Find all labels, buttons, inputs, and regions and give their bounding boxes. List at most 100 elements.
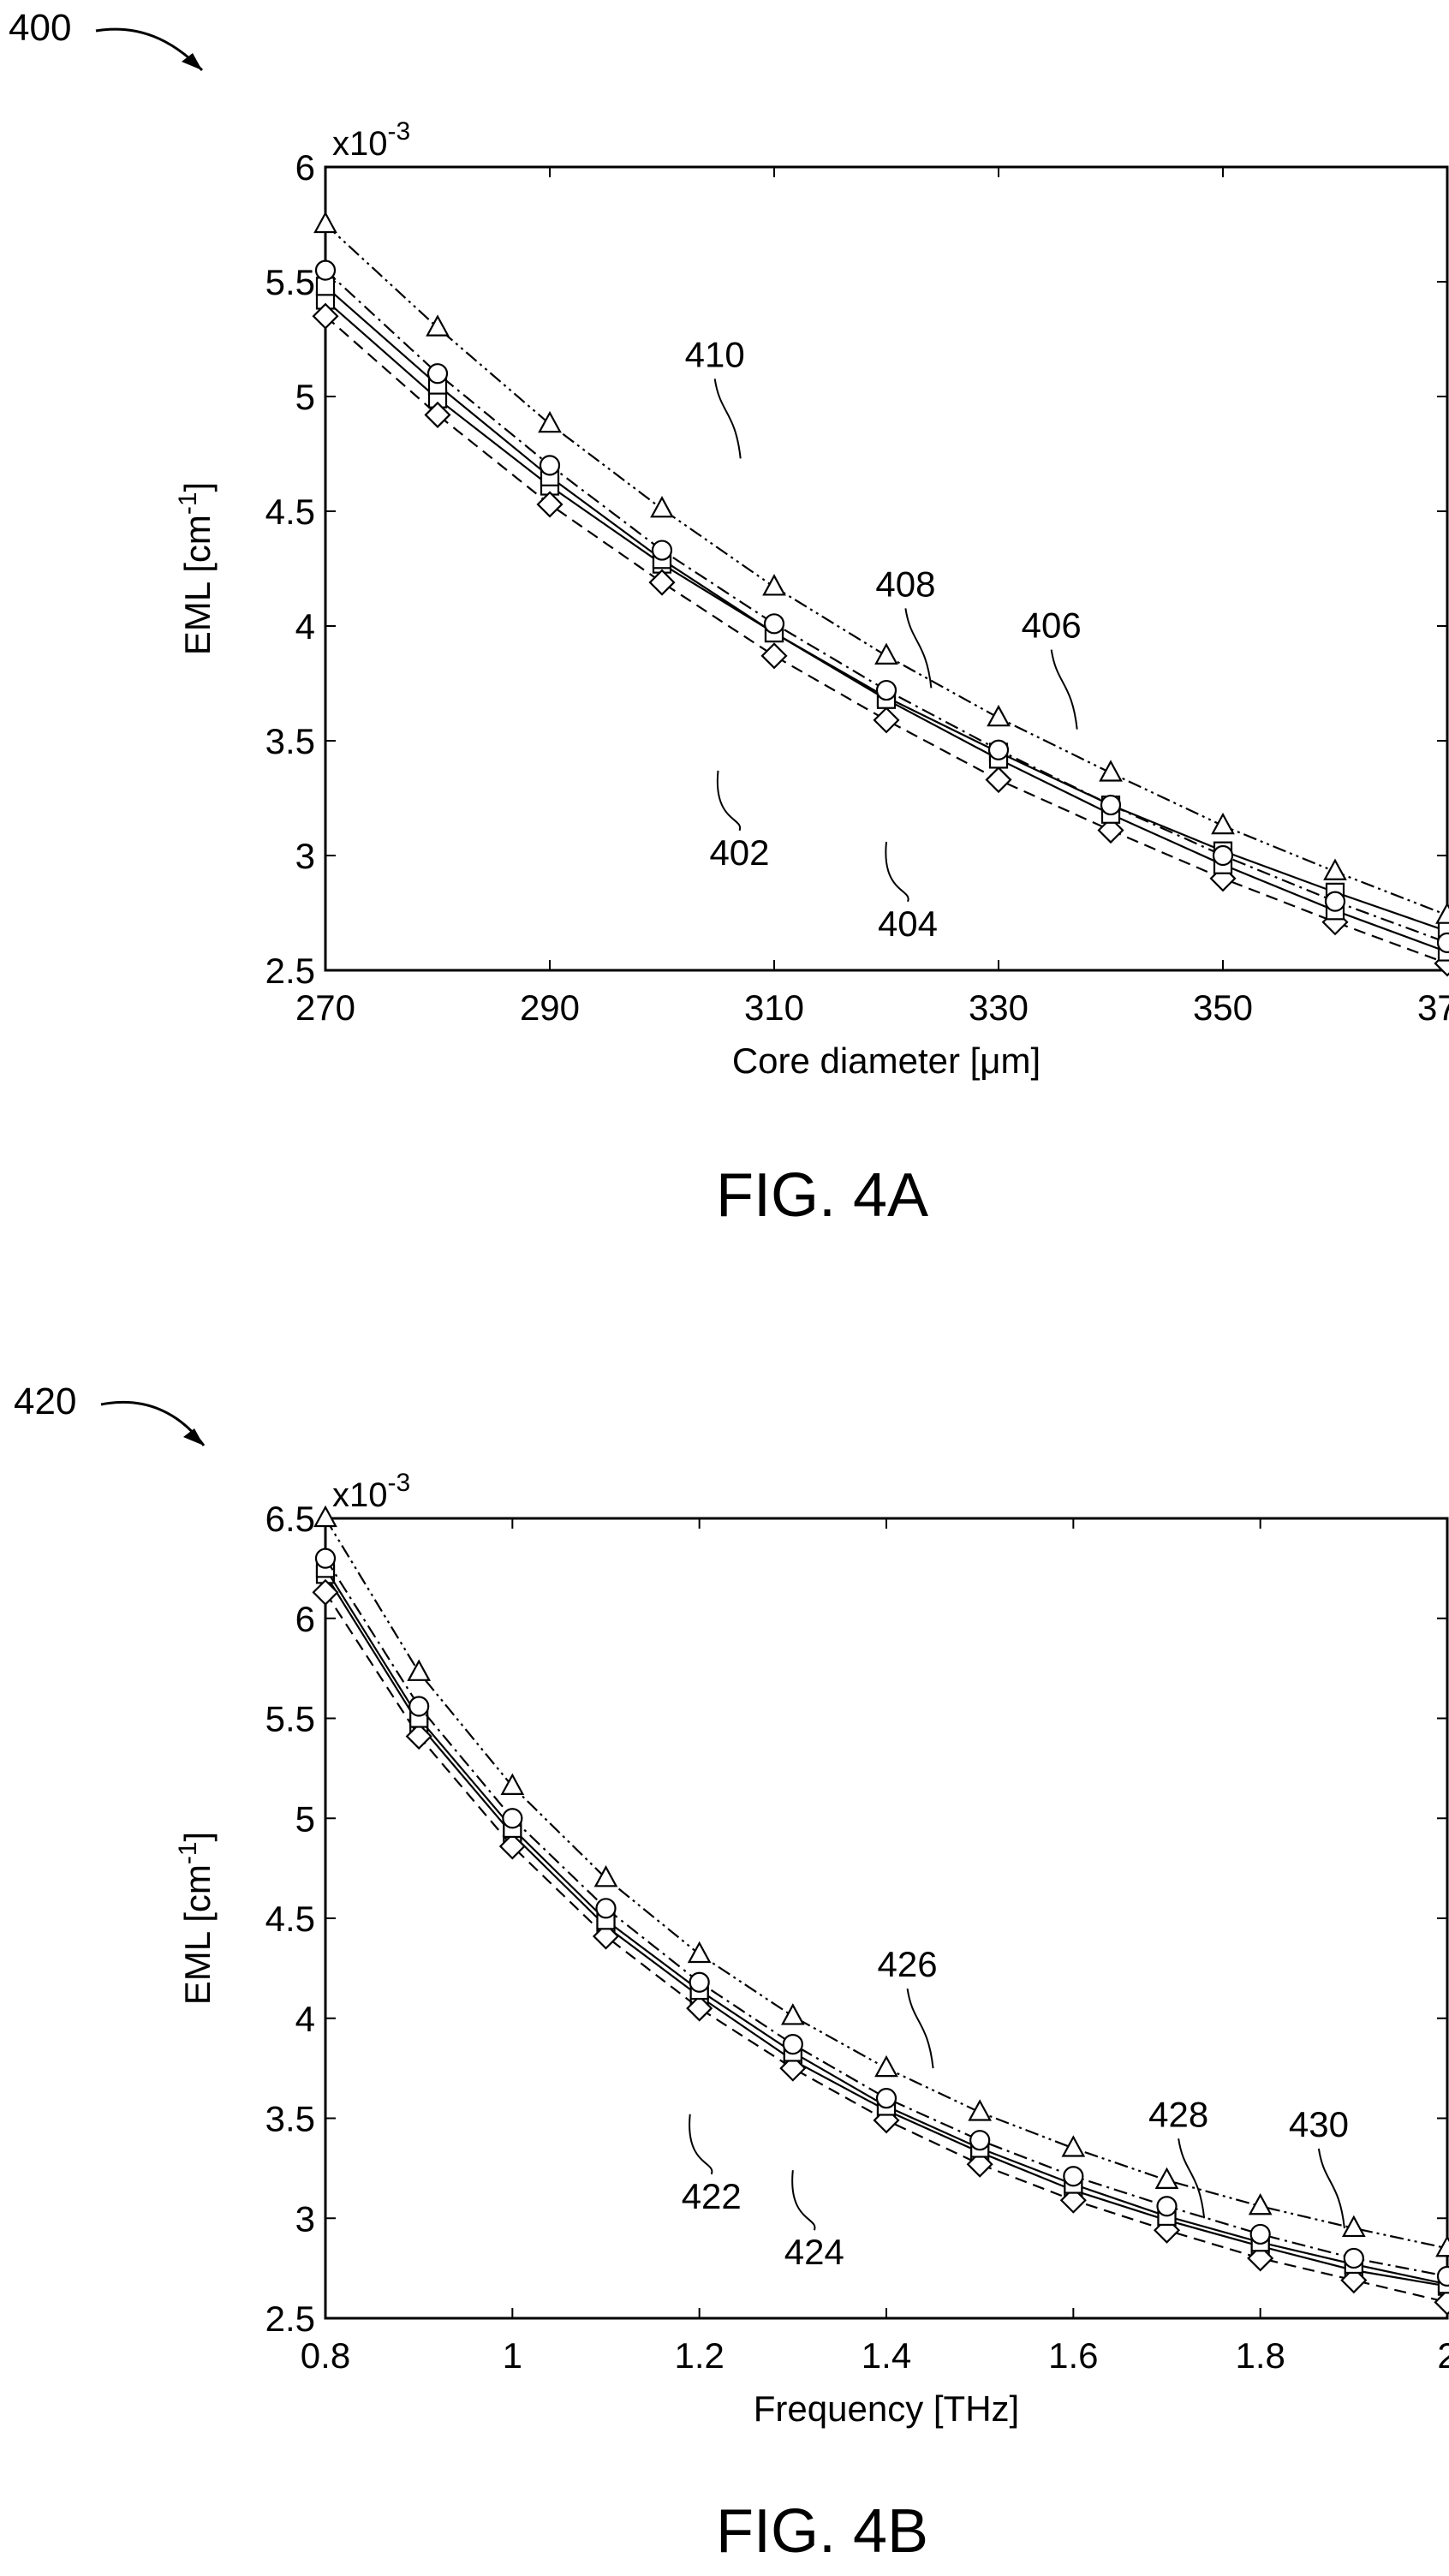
- data-point: [651, 540, 673, 561]
- series-408: [314, 259, 1449, 953]
- data-point: [1343, 2247, 1364, 2269]
- data-point: [407, 1659, 432, 1681]
- figure-ref-label: 400: [9, 7, 72, 49]
- data-point: [314, 259, 337, 281]
- data-point: [874, 2054, 898, 2078]
- figure-caption: FIG. 4B: [715, 2497, 929, 2566]
- chart-a: 270 290 310 330 350 370 2.5 3 3.5 4 4.5 5 5.5 6 x10-3 C…: [174, 117, 1449, 1081]
- data-point: [875, 679, 897, 701]
- series-406: [315, 277, 1449, 962]
- callout-leader: [1050, 649, 1078, 730]
- x-tick-label: 1.6: [1048, 2335, 1098, 2376]
- data-point: [502, 1808, 523, 1829]
- series-line: [325, 1573, 1448, 2287]
- data-point: [782, 2034, 803, 2055]
- data-point: [689, 1971, 710, 1993]
- callout-label: 424: [784, 2232, 844, 2272]
- data-point: [969, 2130, 991, 2151]
- data-point: [426, 314, 450, 337]
- series-line: [325, 315, 1448, 965]
- data-point: [500, 1773, 525, 1795]
- callout-leader: [713, 379, 742, 459]
- data-point: [536, 491, 564, 518]
- callout-leader: [1317, 2148, 1345, 2229]
- y-tick-label: 2.5: [265, 951, 315, 991]
- data-point: [760, 642, 788, 670]
- data-point: [408, 1696, 430, 1717]
- x-tick-label: 310: [744, 987, 804, 1028]
- data-point: [1156, 2196, 1178, 2217]
- data-point: [874, 642, 898, 665]
- data-point: [1248, 2192, 1273, 2215]
- series-430: [313, 1505, 1449, 2257]
- data-point: [1100, 794, 1122, 816]
- y-axis-label: EML [cm-1]: [174, 482, 218, 655]
- y-tick-label: 3: [295, 836, 315, 876]
- data-point: [687, 1941, 712, 1964]
- data-point: [1212, 844, 1234, 867]
- data-point: [539, 455, 561, 476]
- data-point: [1097, 816, 1124, 844]
- x-tick-label: 1.2: [674, 2335, 724, 2376]
- data-point: [313, 1505, 337, 1528]
- y-tick-label: 6: [295, 147, 315, 188]
- callout-leader: [904, 608, 933, 689]
- ref-arrow: [95, 27, 204, 72]
- series-line: [325, 1567, 1448, 2286]
- data-point: [1435, 902, 1449, 924]
- data-point: [1059, 2186, 1087, 2214]
- callout-leader: [1178, 2138, 1206, 2219]
- callout-leader: [885, 841, 909, 903]
- data-point: [1063, 2166, 1084, 2187]
- y-tick-label: 6.5: [265, 1499, 315, 1539]
- data-point: [313, 211, 337, 234]
- data-point: [985, 766, 1012, 794]
- data-point: [875, 2088, 897, 2109]
- callout-leader: [716, 770, 742, 832]
- x-tick-label: 2: [1437, 2335, 1449, 2376]
- figure-ref-label: 420: [14, 1380, 77, 1422]
- series-428: [314, 1547, 1449, 2287]
- y-tick-label: 5.5: [265, 262, 315, 302]
- y-tick-label: 5: [295, 1798, 315, 1839]
- x-axis-label: Frequency [THz]: [754, 2388, 1019, 2429]
- y-multiplier-label: x10-3: [332, 117, 410, 163]
- data-point: [1209, 865, 1237, 892]
- x-tick-label: 270: [295, 987, 355, 1028]
- plot-frame: [324, 1517, 1449, 2320]
- x-tick-label: 1.4: [862, 2335, 911, 2376]
- data-point: [987, 704, 1011, 727]
- series-404: [312, 302, 1449, 977]
- data-point: [1434, 2288, 1449, 2316]
- y-axis-label: EML [cm-1]: [174, 1832, 218, 2005]
- series-line: [325, 299, 1448, 933]
- data-point: [966, 2150, 993, 2178]
- data-point: [498, 1833, 526, 1860]
- callout-label: 408: [875, 564, 935, 604]
- series-402: [315, 290, 1449, 941]
- y-tick-label: 3.5: [265, 2099, 315, 2139]
- data-point: [538, 410, 562, 433]
- y-tick-label: 4: [295, 1999, 315, 2039]
- data-point: [763, 613, 785, 635]
- data-point: [1323, 858, 1347, 880]
- callout-leader: [791, 2170, 816, 2231]
- data-point: [1061, 2135, 1086, 2157]
- data-point: [987, 739, 1010, 760]
- series-426: [315, 1559, 1449, 2294]
- data-point: [593, 1865, 618, 1887]
- callout-label: 422: [682, 2176, 742, 2216]
- data-point: [1154, 2167, 1179, 2189]
- data-point: [686, 1995, 713, 2022]
- callout-label: 428: [1148, 2094, 1208, 2134]
- data-point: [1340, 2267, 1368, 2294]
- y-tick-label: 3: [295, 2198, 315, 2239]
- data-point: [1435, 2234, 1449, 2257]
- data-point: [780, 2003, 805, 2025]
- series-410: [313, 211, 1449, 924]
- data-point: [1341, 2215, 1366, 2238]
- ref-arrow: [100, 1400, 206, 1446]
- callout-label: 404: [878, 903, 938, 944]
- y-tick-label: 4.5: [265, 1899, 315, 1939]
- data-point: [1249, 2223, 1271, 2245]
